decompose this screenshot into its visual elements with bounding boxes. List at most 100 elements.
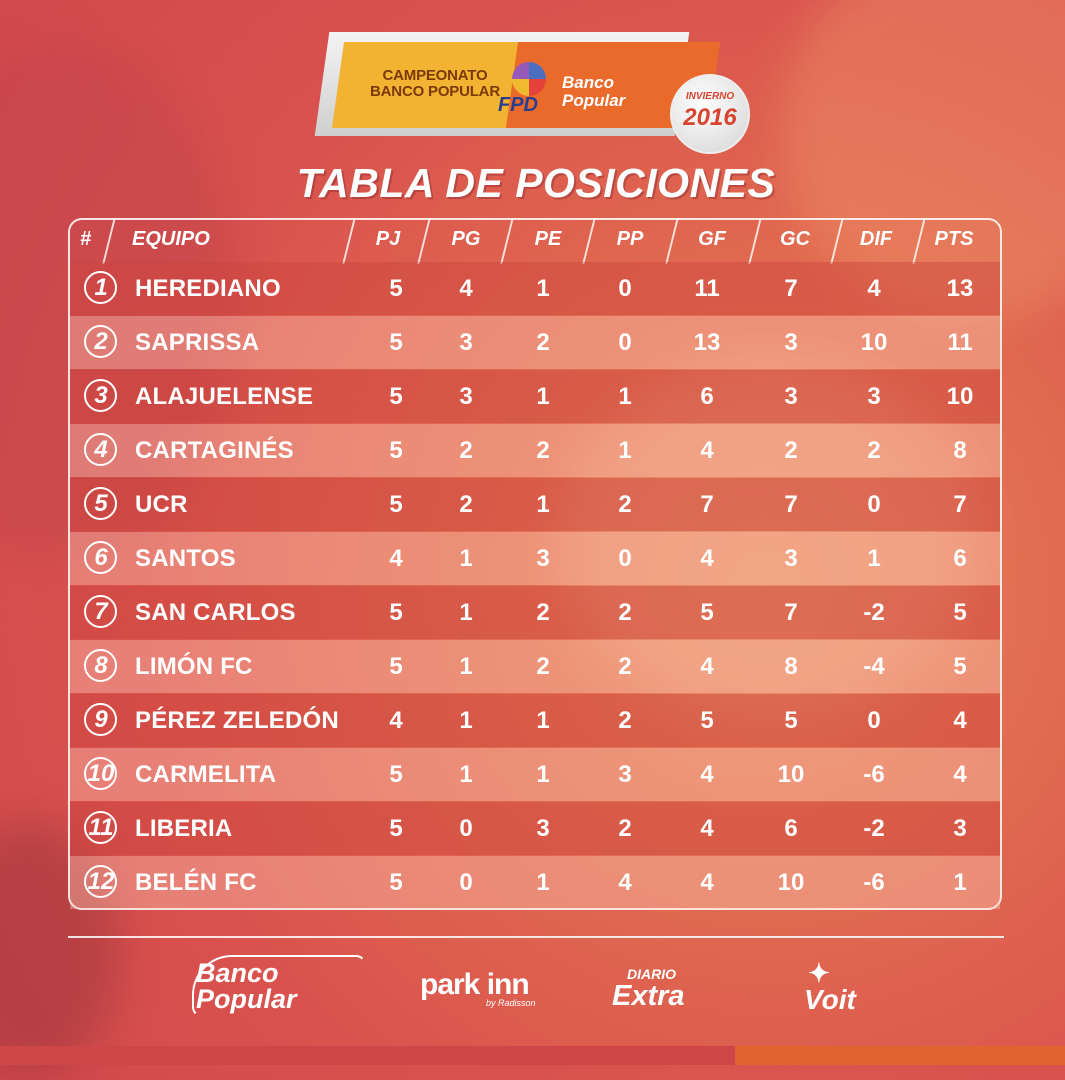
stat-pg: 1 [459,653,473,680]
stat-pe: 1 [536,707,550,734]
stat-pts: 11 [947,329,973,356]
team-name: CARTAGINÉS [135,437,294,464]
stat-pts: 8 [953,437,967,464]
stat-gc: 2 [784,437,798,464]
team-name: BELÉN FC [135,869,257,896]
sponsor-banco-popular-logo: Banco Popular [196,958,297,1014]
rank-number: 3 [94,382,108,409]
stat-pts: 1 [953,869,967,896]
page-title: TABLA DE POSICIONES [296,160,776,206]
rank-circle [84,811,117,844]
team-name: LIBERIA [135,815,233,842]
stat-pts: 4 [953,707,967,734]
stat-pg: 3 [459,329,473,356]
season-badge: INVIERNO 2016 [670,74,750,154]
stat-gf: 11 [694,275,720,302]
stat-pp: 0 [618,545,632,572]
team-name: HEREDIANO [135,275,281,302]
stat-gc: 3 [784,383,798,410]
voit-emblem-icon: ✦ [808,958,830,988]
table-row: 9 PÉREZ ZELEDÓN 4 1 1 2 5 5 0 4 [70,694,1000,747]
stat-pg: 2 [459,491,473,518]
rank-circle [84,757,117,790]
stat-pts: 13 [946,275,974,302]
stat-pg: 1 [459,545,473,572]
logo-campeonato-line1: CAMPEONATO [382,67,488,84]
stat-pp: 2 [618,707,632,734]
stat-gc: 5 [784,707,798,734]
stat-pj: 5 [389,491,403,518]
stat-pe: 3 [536,815,550,842]
rank-circle [84,271,117,304]
footer-divider [68,936,1004,938]
stat-pts: 5 [953,599,967,626]
stat-gf: 5 [700,707,714,734]
stat-dif: 3 [867,383,881,410]
stat-dif: -6 [863,869,885,896]
table-row: 12 BELÉN FC 5 0 1 4 4 10 -6 1 [70,856,1000,909]
stat-gf: 7 [700,491,714,518]
logo-banco-popular: Banco Popular [562,74,625,110]
table-row: 11 LIBERIA 5 0 3 2 4 6 -2 3 [70,802,1000,855]
stat-dif: -2 [863,815,885,842]
rank-circle [84,325,117,358]
stat-pp: 2 [618,653,632,680]
stat-pj: 5 [389,815,403,842]
rank-number: 7 [94,598,108,625]
header-gf: GF [698,228,726,250]
table-row: 6 SANTOS 4 1 3 0 4 3 1 6 [70,532,1000,585]
sponsor-diario-label: DIARIO [627,966,676,982]
stat-dif: 1 [867,545,881,572]
stat-gc: 6 [784,815,798,842]
stat-pts: 3 [953,815,967,842]
stat-pg: 0 [459,869,473,896]
sponsor-diario-extra-logo: Extra [612,980,685,1012]
stat-pg: 2 [459,437,473,464]
stat-pj: 5 [389,437,403,464]
logo-banco-line2: Popular [562,91,626,110]
bottom-strip-red [0,1046,735,1065]
season-label: INVIERNO [685,91,735,102]
stat-pg: 1 [459,707,473,734]
header-gc: GC [780,228,810,250]
stat-pg: 1 [459,761,473,788]
background-shape [560,360,980,720]
stat-pp: 3 [618,761,632,788]
stat-pp: 2 [618,599,632,626]
team-name: UCR [135,491,188,518]
stat-pts: 5 [953,653,967,680]
header-pe: PE [534,228,562,250]
rank-circle [84,487,117,520]
header-pp: PP [616,228,644,250]
rank-number: 10 [87,760,115,787]
stat-gc: 10 [777,761,805,788]
stat-pj: 5 [389,329,403,356]
stat-dif: 4 [867,275,881,302]
table-row: 8 LIMÓN FC 5 1 2 2 4 8 -4 5 [70,640,1000,693]
stat-pe: 2 [536,329,550,356]
logo-fpd-text: FPD [498,94,538,116]
stat-pj: 5 [389,761,403,788]
stat-pe: 1 [536,869,550,896]
stat-pe: 1 [536,491,550,518]
table-row: 10 CARMELITA 5 1 1 3 4 10 -6 4 [70,748,1000,801]
rank-circle [84,865,117,898]
stat-pg: 1 [459,599,473,626]
header-pts: PTS [934,228,974,250]
stat-pts: 7 [953,491,967,518]
stat-pp: 2 [618,491,632,518]
sponsor-banco-line1: Banco [196,958,279,988]
stat-pe: 1 [536,383,550,410]
rank-number: 2 [94,328,108,355]
logo-banco-line1: Banco [562,73,614,92]
header-pg: PG [451,228,481,250]
stat-dif: -6 [863,761,885,788]
stat-pp: 4 [618,869,632,896]
stat-dif: 0 [867,491,881,518]
stat-pj: 5 [389,275,403,302]
rank-number: 12 [87,868,115,895]
table-row: 3 ALAJUELENSE 5 3 1 1 6 3 3 10 [70,370,1000,423]
sponsor-banco-line2: Popular [196,984,297,1014]
rank-circle [84,649,117,682]
stat-gc: 8 [784,653,798,680]
